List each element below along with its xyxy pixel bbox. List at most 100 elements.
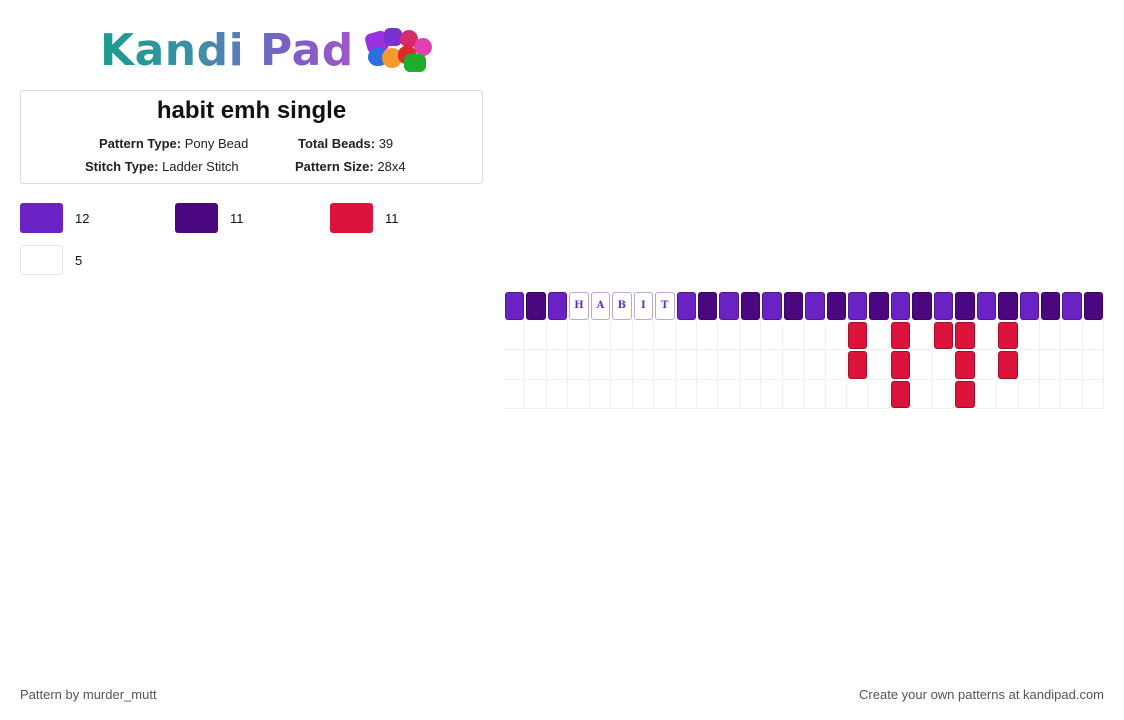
empty-cell <box>804 379 826 409</box>
bead-fill <box>890 321 911 349</box>
empty-cell <box>975 350 998 380</box>
empty-cell <box>696 379 719 409</box>
empty-cell <box>911 379 933 409</box>
bead <box>954 380 975 410</box>
bead <box>954 291 975 321</box>
bead-fill <box>1062 292 1082 320</box>
stitch-type-label: Stitch Type: <box>85 159 159 174</box>
empty-cell <box>696 320 719 350</box>
empty-cell <box>1018 379 1040 409</box>
bead-fill <box>890 380 911 408</box>
bead-fill <box>783 292 804 320</box>
bead <box>954 321 975 351</box>
empty-cell <box>568 379 590 409</box>
empty-cell <box>675 379 697 409</box>
bead-fill <box>697 292 718 320</box>
bead-fill <box>848 321 868 349</box>
bead <box>697 291 718 321</box>
empty-cell <box>739 320 762 350</box>
empty-cell <box>782 320 805 350</box>
bead-fill <box>848 351 868 379</box>
empty-cell <box>847 379 869 409</box>
empty-cell <box>997 379 1019 409</box>
empty-cell <box>1039 350 1062 380</box>
bead-row <box>504 379 1105 410</box>
letter-bead: A <box>590 291 611 321</box>
empty-cell <box>675 350 697 380</box>
empty-cell <box>718 320 740 350</box>
empty-cell <box>804 350 826 380</box>
empty-cell <box>546 379 569 409</box>
total-beads-value: 39 <box>378 136 394 151</box>
empty-cell <box>804 320 826 350</box>
bead <box>847 350 868 380</box>
pattern-author: Pattern by murder_mutt <box>20 687 157 702</box>
stitch-type: Stitch Type: Ladder Stitch <box>85 159 239 174</box>
empty-cell <box>632 350 655 380</box>
empty-cell <box>589 320 612 350</box>
empty-cell <box>868 350 890 380</box>
letter-bead-label: A <box>590 292 611 320</box>
empty-cell <box>761 350 783 380</box>
letter-bead-label: H <box>569 292 589 320</box>
legend-count-dark-purple: 11 <box>230 211 244 226</box>
bead-fill <box>1040 292 1061 320</box>
total-beads-label: Total Beads: <box>298 136 376 151</box>
legend-count-red: 11 <box>385 211 399 226</box>
bead <box>911 291 932 321</box>
bead-fill <box>955 380 975 408</box>
bead-fill <box>526 292 546 320</box>
bead-fill <box>676 292 696 320</box>
kandipad-link[interactable]: Create your own patterns at kandipad.com <box>859 687 1104 702</box>
bead-fill <box>955 321 975 349</box>
bead <box>504 291 525 321</box>
empty-cell <box>696 350 719 380</box>
legend-count-purple: 12 <box>75 211 90 226</box>
bead-row <box>504 320 1105 351</box>
empty-cell <box>975 320 998 350</box>
pattern-size-label: Pattern Size: <box>295 159 374 174</box>
empty-cell <box>782 379 805 409</box>
bead <box>547 291 568 321</box>
bead <box>847 291 868 321</box>
bead <box>1019 291 1040 321</box>
legend-swatch-purple <box>20 203 63 233</box>
empty-cell <box>782 350 805 380</box>
empty-cell <box>761 379 783 409</box>
empty-cell <box>525 350 547 380</box>
pattern-info-card: habit emh single Pattern Type: Pony Bead… <box>20 90 483 184</box>
empty-cell <box>932 379 955 409</box>
letter-bead: I <box>633 291 654 321</box>
empty-cell <box>718 379 740 409</box>
empty-cell <box>761 320 783 350</box>
empty-cell <box>868 320 890 350</box>
pattern-size: Pattern Size: 28x4 <box>295 159 406 174</box>
bead <box>847 321 868 351</box>
empty-cell <box>611 320 633 350</box>
bead <box>761 291 782 321</box>
bead <box>1083 291 1104 321</box>
bead-fill <box>912 292 932 320</box>
empty-cell <box>675 320 697 350</box>
empty-cell <box>1018 350 1040 380</box>
empty-cell <box>718 350 740 380</box>
empty-cell <box>911 350 933 380</box>
bead <box>1061 291 1082 321</box>
bead <box>890 321 911 351</box>
bead <box>783 291 804 321</box>
bead-fill <box>998 292 1018 320</box>
empty-cell <box>1082 379 1105 409</box>
empty-cell <box>1039 379 1062 409</box>
bead-fill <box>933 321 954 349</box>
bead <box>890 350 911 380</box>
bead-fill <box>505 292 525 320</box>
bead-fill <box>869 292 889 320</box>
letter-bead-label: B <box>612 292 632 320</box>
empty-cell <box>1039 320 1062 350</box>
legend-swatch-white <box>20 245 63 275</box>
empty-cell <box>654 350 676 380</box>
empty-cell <box>1061 350 1083 380</box>
bead <box>525 291 546 321</box>
kandipad-logo[interactable]: Kandi Pad <box>100 24 440 76</box>
pattern-type-label: Pattern Type: <box>99 136 182 151</box>
